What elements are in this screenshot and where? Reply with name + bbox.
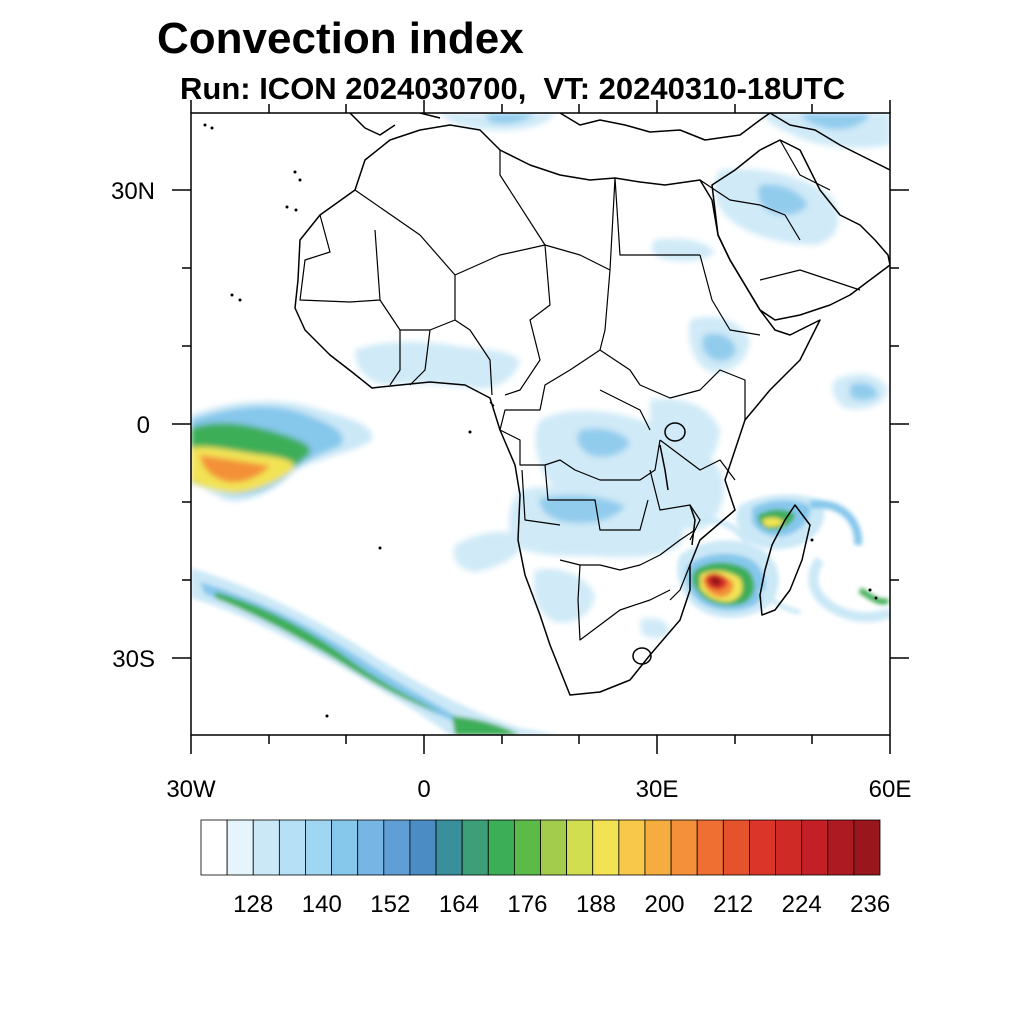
colorbar-swatch	[383, 819, 411, 876]
field-mideast-blue	[800, 113, 870, 130]
xtick-30e: 30E	[636, 776, 679, 803]
ytick-30s: 30S	[112, 646, 155, 673]
field-arc-1	[809, 500, 863, 546]
colorbar-label: 176	[507, 891, 547, 918]
colorbar-swatch	[618, 819, 646, 876]
madagascar-coastline	[759, 504, 811, 616]
field-arc-2	[808, 557, 890, 623]
colorbar-swatch	[775, 819, 803, 876]
colorbar-swatch	[749, 819, 776, 876]
coastlines-borders	[294, 113, 890, 696]
field-ethiopia-blue	[702, 333, 736, 361]
lesotho	[632, 647, 652, 665]
field-cyclone-core	[710, 576, 722, 587]
colorbar-label: 140	[302, 891, 342, 918]
xtick-60e: 60E	[869, 776, 912, 803]
xtick-30w: 30W	[166, 776, 216, 803]
field-comoros-yellow	[762, 517, 784, 527]
field-arc-4	[699, 516, 751, 547]
colorbar-swatch	[487, 819, 515, 876]
colorbar	[200, 819, 881, 876]
colorbar-swatch	[278, 819, 306, 876]
axis-ticks	[172, 100, 909, 754]
field-angola-blue	[539, 495, 625, 524]
field-arc-5	[758, 588, 801, 615]
field-indianocean-east-blue	[850, 382, 878, 401]
convection-field	[191, 113, 890, 735]
lake-tanganyika	[659, 444, 669, 491]
xtick-0: 0	[417, 776, 430, 803]
country-borders	[299, 139, 861, 641]
colorbar-swatch	[722, 819, 750, 876]
bioko-island	[489, 401, 495, 407]
map-title: Convection index	[157, 14, 524, 63]
colorbar-swatch	[226, 819, 254, 876]
colorbar-swatch	[540, 819, 568, 876]
small-islands	[203, 123, 878, 718]
colorbar-swatch	[461, 819, 489, 876]
lake-malawi	[689, 504, 696, 546]
colorbar-label: 224	[782, 891, 822, 918]
ytick-0: 0	[137, 412, 150, 439]
colorbar-swatch	[409, 819, 437, 876]
field-kalahari-light	[533, 568, 595, 623]
field-atlantic-orange	[200, 455, 270, 483]
colorbar-swatch	[853, 819, 881, 876]
field-front-green	[215, 592, 440, 712]
colorbar-label: 164	[439, 891, 479, 918]
colorbar-label: 188	[576, 891, 616, 918]
colorbar-labels: 128 140 152 164 176 188 200 212 224 236	[233, 891, 890, 918]
colorbar-swatch	[566, 819, 594, 876]
lake-victoria	[664, 422, 686, 442]
colorbar-swatch	[827, 819, 855, 876]
field-lowerright-light	[640, 618, 670, 639]
mideast-coastline	[769, 113, 890, 171]
field-egypt-light	[651, 238, 715, 262]
colorbar-swatch	[696, 819, 724, 876]
colorbar-swatch	[592, 819, 620, 876]
colorbar-swatch	[305, 819, 332, 876]
colorbar-swatch	[435, 819, 463, 876]
colorbar-label: 212	[713, 891, 753, 918]
colorbar-swatch	[670, 819, 698, 876]
colorbar-swatch	[357, 819, 385, 876]
field-arc-3	[858, 587, 890, 605]
colorbar-swatch	[513, 819, 541, 876]
colorbar-label: 128	[233, 891, 273, 918]
colorbar-swatch	[644, 819, 672, 876]
colorbar-swatch	[331, 819, 359, 876]
colorbar-label: 152	[370, 891, 410, 918]
arabia-coastline	[711, 139, 890, 321]
ytick-30n: 30N	[111, 178, 155, 205]
colorbar-swatch	[252, 819, 280, 876]
map-subtitle: Run: ICON 2024030700, VT: 20240310-18UTC	[180, 71, 846, 106]
europe-coastline	[349, 113, 771, 141]
field-offshore-light	[453, 531, 525, 572]
colorbar-swatch	[801, 819, 829, 876]
field-arabia-blue	[758, 184, 808, 216]
colorbar-swatch	[200, 819, 228, 876]
field-front-tail-green	[452, 716, 520, 735]
field-north-blue	[485, 113, 535, 124]
africa-coastline	[294, 124, 821, 696]
colorbar-label: 236	[850, 891, 890, 918]
field-westafrica-light	[355, 341, 520, 389]
colorbar-label: 200	[644, 891, 684, 918]
field-congo-blue	[577, 428, 630, 457]
field-front-light	[191, 568, 560, 735]
